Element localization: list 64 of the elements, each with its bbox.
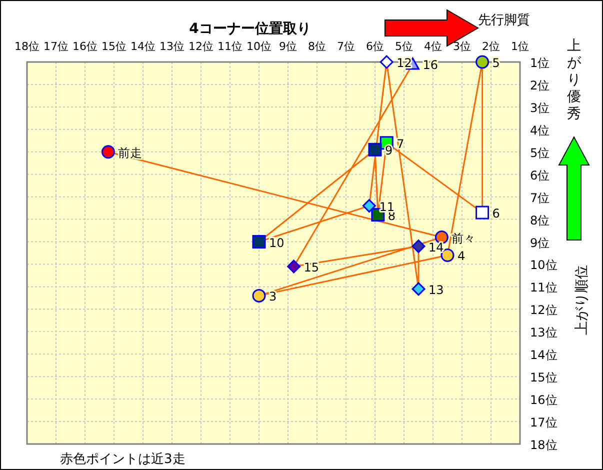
point bbox=[412, 240, 426, 254]
series-label: 4 bbox=[458, 249, 466, 264]
point bbox=[476, 55, 490, 69]
series-label: 14 bbox=[428, 240, 444, 254]
x-tick-label: 5位 bbox=[395, 40, 413, 53]
y-tick-label: 11位 bbox=[530, 280, 558, 295]
point bbox=[252, 235, 266, 249]
point bbox=[380, 55, 394, 69]
x-tick-label: 9位 bbox=[279, 40, 297, 53]
y-tick-label: 5位 bbox=[530, 146, 550, 160]
y-tick-label: 16位 bbox=[530, 393, 558, 408]
chart-title: 4コーナー位置取り bbox=[189, 21, 311, 37]
x-tick-label: 10位 bbox=[246, 40, 272, 53]
x-tick-label: 11位 bbox=[218, 40, 242, 53]
point bbox=[362, 199, 376, 213]
y-tick-label: 18位 bbox=[530, 438, 558, 452]
point bbox=[434, 230, 448, 244]
x-tick-label: 17位 bbox=[44, 40, 68, 53]
y-tick-label: 17位 bbox=[530, 416, 558, 430]
x-tick-label: 3位 bbox=[453, 40, 471, 53]
x-tick-label: 1位 bbox=[511, 40, 529, 53]
series-label: 15 bbox=[304, 260, 320, 274]
y-tick-label: 12位 bbox=[530, 303, 558, 318]
y-tick-label: 6位 bbox=[530, 168, 550, 182]
series-label: 6 bbox=[492, 206, 500, 221]
y-tick-label: 2位 bbox=[530, 78, 550, 92]
text: 赤色ポイントは近3走 bbox=[60, 452, 186, 467]
series-label: 前々 bbox=[452, 231, 476, 246]
y-tick-label: 15位 bbox=[530, 370, 558, 385]
series-label: 11 bbox=[379, 200, 394, 214]
y-tick-label: 8位 bbox=[530, 213, 550, 228]
x-tick-label: 4位 bbox=[424, 40, 442, 53]
y-tick-label: 3位 bbox=[530, 100, 550, 115]
y-axis-title: 上がり順位 bbox=[574, 265, 590, 335]
series-label: 16 bbox=[422, 58, 438, 72]
x-tick-label: 2位 bbox=[482, 40, 500, 53]
point bbox=[412, 282, 426, 296]
x-tick-label: 14位 bbox=[130, 40, 156, 53]
x-tick-label: 15位 bbox=[102, 40, 126, 53]
text: 先行脚質 bbox=[478, 13, 530, 28]
point bbox=[101, 145, 115, 159]
x-tick-label: 7位 bbox=[337, 40, 355, 53]
y-tick-label: 7位 bbox=[530, 190, 550, 205]
x-tick-label: 8位 bbox=[308, 40, 326, 53]
y-tick-label: 4位 bbox=[530, 123, 550, 138]
y-tick-label: 14位 bbox=[530, 348, 558, 362]
series-label: 10 bbox=[269, 236, 284, 250]
y-tick-label: 1位 bbox=[530, 56, 550, 70]
x-tick-label: 16位 bbox=[72, 40, 98, 53]
y-tick-label: 13位 bbox=[530, 326, 558, 340]
point bbox=[476, 206, 490, 220]
y-tick-label: 10位 bbox=[530, 258, 558, 272]
y-tick-label: 9位 bbox=[530, 236, 550, 250]
x-tick-label: 6位 bbox=[366, 40, 384, 53]
series-label: 13 bbox=[428, 282, 444, 297]
series-label: 5 bbox=[492, 56, 500, 70]
x-tick-label: 13位 bbox=[160, 40, 184, 53]
text: 上がり優秀 bbox=[567, 38, 582, 122]
x-tick-label: 12位 bbox=[188, 40, 214, 53]
point bbox=[252, 288, 266, 302]
point bbox=[368, 142, 382, 156]
x-tick-label: 18位 bbox=[14, 40, 40, 53]
series-label: 3 bbox=[269, 290, 277, 304]
point bbox=[287, 260, 301, 274]
